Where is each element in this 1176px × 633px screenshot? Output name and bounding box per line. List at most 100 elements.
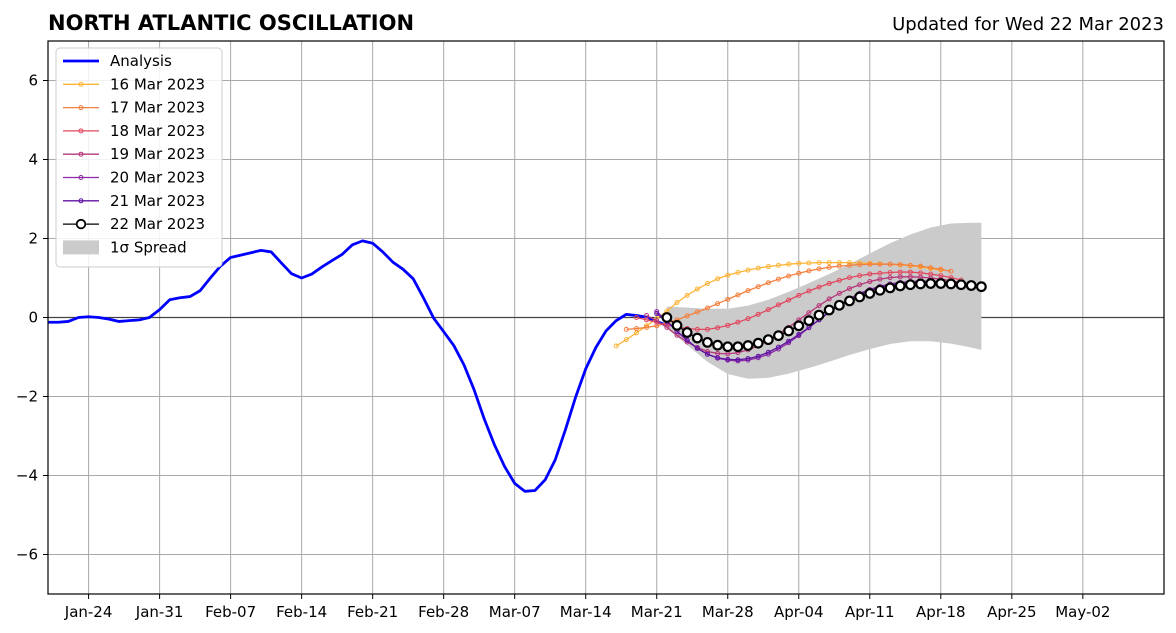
data-point: [684, 313, 690, 319]
series-line: [646, 276, 972, 355]
y-tick-label: 4: [28, 151, 38, 169]
series-layer: [48, 239, 987, 493]
data-point: [907, 274, 913, 280]
data-point: [938, 266, 944, 272]
data-point: [877, 261, 883, 267]
data-point: [857, 282, 863, 288]
data-point: [715, 325, 721, 331]
data-point: [897, 262, 903, 268]
data-point: [773, 330, 784, 342]
data-point: [732, 341, 744, 353]
legend: Analysis 16 Mar 2023 17 Mar 2023 18 Mar 202…: [55, 47, 223, 268]
legend-entry: 22 Mar 2023: [63, 215, 205, 233]
data-point: [623, 337, 629, 343]
legend-swatch: [63, 240, 99, 255]
x-tick-label: Mar-07: [489, 603, 541, 621]
x-tick-label: Apr-18: [916, 603, 966, 621]
data-point: [623, 326, 629, 332]
data-point: [806, 260, 812, 266]
data-point: [765, 349, 771, 355]
data-point: [816, 260, 822, 266]
data-point: [887, 275, 893, 281]
x-tick-label: Mar-28: [702, 603, 754, 621]
data-point: [715, 355, 721, 361]
legend-marker: [78, 198, 84, 204]
legend-entry: 19 Mar 2023: [63, 145, 205, 163]
data-point: [775, 302, 781, 308]
data-point: [674, 299, 680, 305]
data-point: [844, 295, 855, 307]
data-point: [704, 326, 710, 332]
legend-label: 22 Mar 2023: [110, 215, 205, 233]
legend-entry: 16 Mar 2023: [63, 75, 205, 93]
data-point: [786, 273, 792, 279]
legend-label: 17 Mar 2023: [110, 99, 205, 117]
data-point: [725, 322, 731, 328]
data-point: [725, 296, 731, 302]
legend-label: 1σ Spread: [110, 238, 187, 256]
data-point: [833, 299, 845, 311]
data-point: [816, 284, 822, 290]
data-point: [762, 334, 774, 346]
data-point: [854, 291, 866, 303]
legend-label: 19 Mar 2023: [110, 145, 205, 163]
data-point: [887, 261, 893, 267]
y-tick-label: −4: [16, 467, 38, 485]
legend-marker: [78, 175, 84, 180]
y-tick-label: 0: [28, 309, 38, 327]
chart-subtitle: Updated for Wed 22 Mar 2023: [892, 14, 1164, 35]
legend-entry: 1σ Spread: [63, 238, 187, 256]
data-point: [816, 303, 822, 309]
data-point: [715, 301, 721, 307]
data-point: [745, 288, 751, 294]
series-line: [48, 239, 668, 493]
x-tick-label: Feb-28: [418, 603, 469, 621]
data-point: [704, 351, 710, 357]
data-point: [884, 282, 896, 294]
data-point: [755, 353, 761, 359]
data-point: [935, 278, 947, 289]
legend-entry: Analysis: [63, 52, 172, 70]
data-point: [671, 320, 683, 331]
x-tick-label: Mar-14: [560, 603, 612, 621]
data-point: [796, 292, 802, 298]
data-point: [826, 260, 832, 266]
data-point: [633, 326, 639, 332]
x-tick-label: Feb-07: [205, 603, 256, 621]
data-point: [735, 357, 741, 363]
data-point: [765, 264, 771, 270]
legend-marker: [75, 218, 87, 230]
data-point: [836, 277, 842, 283]
x-tick-label: May-02: [1055, 603, 1110, 621]
data-point: [704, 305, 710, 311]
data-point: [928, 265, 934, 271]
data-point: [684, 337, 690, 343]
data-point: [857, 273, 863, 279]
data-point: [681, 327, 693, 338]
data-point: [661, 312, 673, 323]
data-point: [745, 267, 751, 273]
x-tick-label: Jan-31: [135, 603, 184, 621]
legend-marker: [78, 151, 84, 157]
data-point: [712, 339, 723, 351]
data-point: [694, 309, 700, 315]
spread-band: [666, 222, 982, 379]
x-axis: Jan-24 Jan-31 Feb-07 Feb-14 Feb-21 Feb-28 Mar-…: [64, 594, 1110, 621]
x-tick-label: Jan-24: [64, 603, 113, 621]
data-point: [867, 271, 873, 277]
legend-label: Analysis: [110, 52, 172, 70]
data-point: [803, 315, 815, 327]
data-point: [745, 356, 751, 362]
data-point: [722, 341, 734, 353]
data-point: [633, 315, 639, 320]
data-point: [925, 278, 937, 289]
data-point: [846, 262, 852, 268]
data-point: [877, 276, 883, 282]
data-point: [864, 288, 876, 299]
data-point: [955, 279, 967, 291]
data-point: [644, 313, 650, 319]
data-point: [745, 316, 751, 322]
data-point: [907, 269, 913, 275]
data-point: [793, 320, 805, 332]
